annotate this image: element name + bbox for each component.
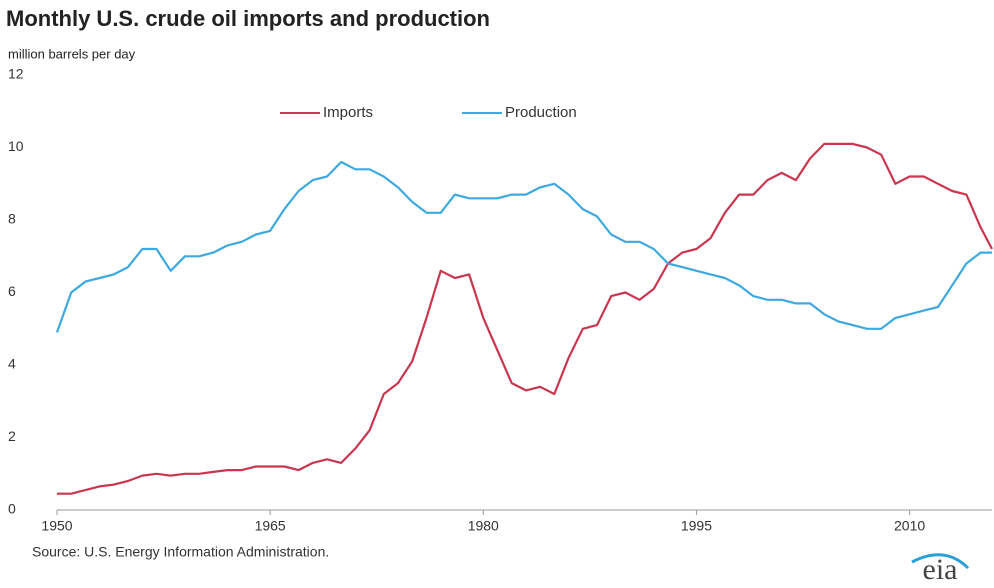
legend-label: Production [505,104,577,121]
chart-title: Monthly U.S. crude oil imports and produ… [6,6,490,31]
y-tick-label: 4 [8,356,16,372]
y-axis-label: million barrels per day [8,46,136,61]
y-tick-label: 0 [8,501,16,517]
x-tick-label: 1995 [681,518,712,534]
series-line [57,142,993,495]
x-tick-label: 1965 [255,518,286,534]
x-tick-label: 1950 [41,518,72,534]
logo-swoosh [911,553,970,570]
x-tick-label: 2010 [894,518,925,534]
legend-label: Imports [323,104,373,121]
x-tick-label: 1980 [468,518,499,534]
y-tick-label: 6 [8,283,16,299]
source-note: Source: U.S. Energy Information Administ… [32,544,329,560]
y-tick-label: 2 [8,428,16,444]
y-tick-label: 12 [8,66,24,82]
series-line [55,160,992,333]
y-tick-label: 8 [8,211,16,227]
y-tick-label: 10 [8,138,24,154]
